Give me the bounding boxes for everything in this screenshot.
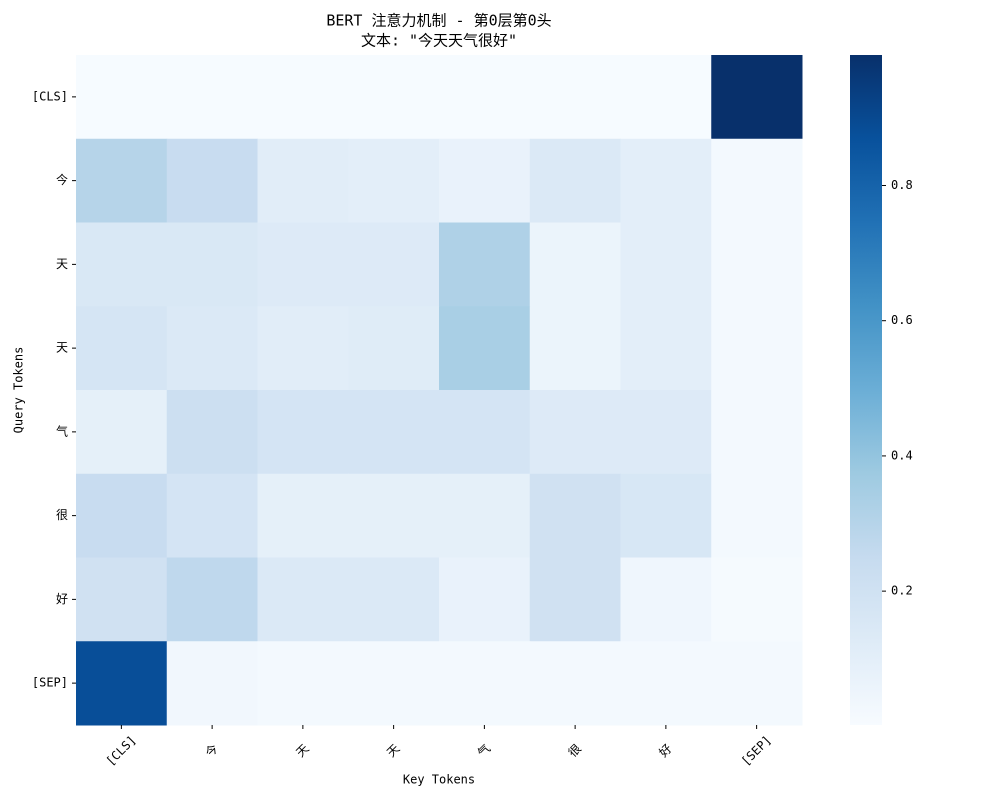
x-tick-label: [SEP] [739,733,774,768]
heatmap-cell [439,55,531,140]
heatmap-cell [166,222,258,307]
chart-title: BERT 注意力机制 - 第0层第0头 [326,12,551,30]
heatmap-cell [711,306,803,391]
heatmap-cell [76,473,168,558]
x-axis-label: Key Tokens [403,773,475,787]
x-tick-label: 好 [656,741,674,759]
colorbar-tick-label: 0.2 [891,584,913,598]
x-tick-label: [CLS] [103,733,138,768]
heatmap-cell [76,641,168,726]
heatmap-cell [257,473,349,558]
heatmap-cell [348,306,440,391]
heatmap-cell [166,641,258,726]
colorbar-tick-label: 0.6 [891,313,913,327]
y-tick-label: [SEP] [32,676,68,690]
heatmap-cell [76,557,168,642]
y-tick-label: 很 [56,508,68,522]
heatmap-cell [711,222,803,307]
heatmap-cell [529,222,621,307]
y-tick-label: [CLS] [32,89,68,103]
y-tick-label: 天 [56,341,68,355]
heatmap-cell [76,222,168,307]
y-tick-label: 气 [56,423,68,438]
heatmap-cell [439,138,531,223]
heatmap-cell [257,55,349,140]
x-tick-label: 很 [566,741,584,759]
heatmap-cell [439,641,531,726]
heatmap-cell [620,641,712,726]
heatmap-cell [439,390,531,475]
heatmap-cell [620,390,712,475]
heatmap-cell [76,55,168,140]
colorbar-tick-label: 0.4 [891,448,913,462]
heatmap-cell [76,390,168,475]
y-tick-label: 好 [56,592,68,606]
heatmap-cell [348,55,440,140]
heatmap-cell [257,390,349,475]
heatmap-cell [348,557,440,642]
x-tick-label: 天 [293,741,311,759]
heatmap-cell [166,390,258,475]
heatmap-cell [620,138,712,223]
heatmap-cell [529,473,621,558]
heatmap-cell [257,306,349,391]
heatmap-cell [439,473,531,558]
y-axis-label: Query Tokens [12,347,26,434]
heatmap-cell [76,138,168,223]
heatmap-cell [711,473,803,558]
heatmap-cell [711,557,803,642]
heatmap-cell [257,557,349,642]
colorbar-tick-label: 0.8 [891,178,913,192]
heatmap-cell [166,138,258,223]
heatmap-cell [76,306,168,391]
heatmap-cell [620,55,712,140]
heatmap-cell [439,557,531,642]
heatmap-cell [529,641,621,726]
chart-subtitle: 文本: "今天天气很好" [361,32,517,50]
y-tick-label: 今 [56,172,68,187]
heatmap-cell [620,473,712,558]
heatmap-cell [257,222,349,307]
heatmap-cell [257,138,349,223]
heatmap-cell [348,473,440,558]
heatmap-cell [166,473,258,558]
heatmap-cell [166,55,258,140]
heatmap-cell [711,55,803,140]
colorbar [850,55,882,725]
x-tick-label: 今 [202,741,221,760]
heatmap-cell [439,222,531,307]
x-tick-label: 气 [474,741,493,760]
heatmap-cell [166,306,258,391]
x-tick-label: 天 [384,741,402,759]
heatmap-cell [620,222,712,307]
heatmap-cell [529,306,621,391]
y-tick-label: 天 [56,257,68,271]
heatmap-cell [348,222,440,307]
heatmap-cell [620,557,712,642]
heatmap-cell [348,138,440,223]
heatmap-cell [711,390,803,475]
heatmap-cell [529,138,621,223]
heatmap-cell [711,138,803,223]
heatmap-cell [711,641,803,726]
heatmap-cell [620,306,712,391]
heatmap-cell [348,641,440,726]
heatmap-cell [348,390,440,475]
heatmap-cell [439,306,531,391]
heatmap-cell [257,641,349,726]
heatmap-cell [529,557,621,642]
heatmap-cell [529,390,621,475]
heatmap-cell [166,557,258,642]
heatmap-cell [529,55,621,140]
